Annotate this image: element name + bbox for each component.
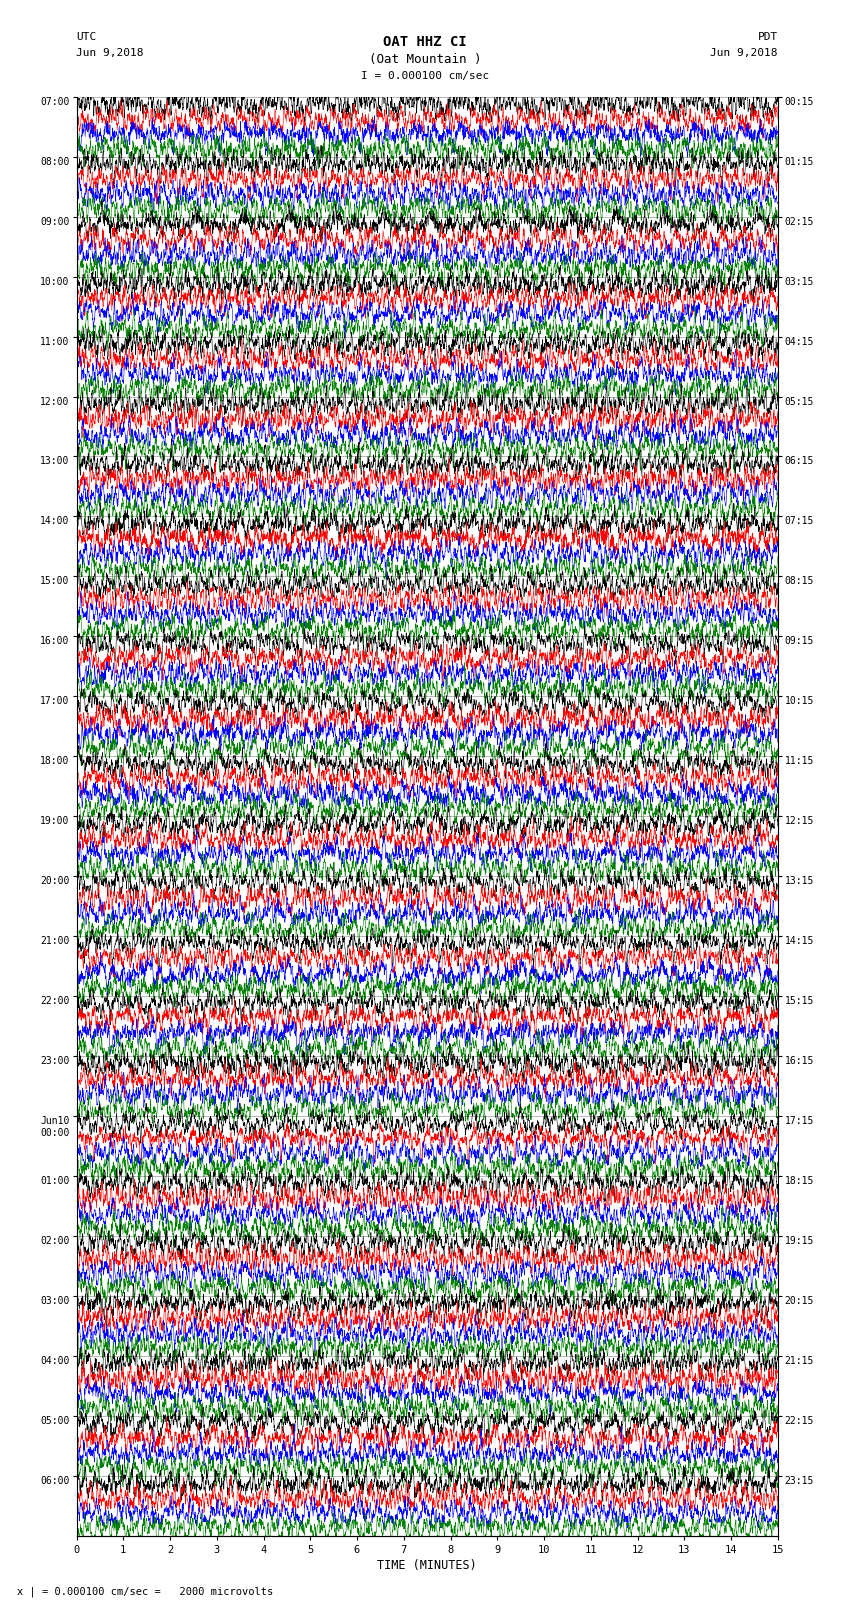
Text: PDT: PDT (757, 32, 778, 42)
Text: OAT HHZ CI: OAT HHZ CI (383, 35, 467, 50)
Text: Jun 9,2018: Jun 9,2018 (711, 48, 778, 58)
Text: UTC: UTC (76, 32, 97, 42)
Text: (Oat Mountain ): (Oat Mountain ) (369, 53, 481, 66)
Text: x | = 0.000100 cm/sec =   2000 microvolts: x | = 0.000100 cm/sec = 2000 microvolts (17, 1586, 273, 1597)
Text: Jun 9,2018: Jun 9,2018 (76, 48, 144, 58)
X-axis label: TIME (MINUTES): TIME (MINUTES) (377, 1558, 477, 1571)
Text: I = 0.000100 cm/sec: I = 0.000100 cm/sec (361, 71, 489, 81)
